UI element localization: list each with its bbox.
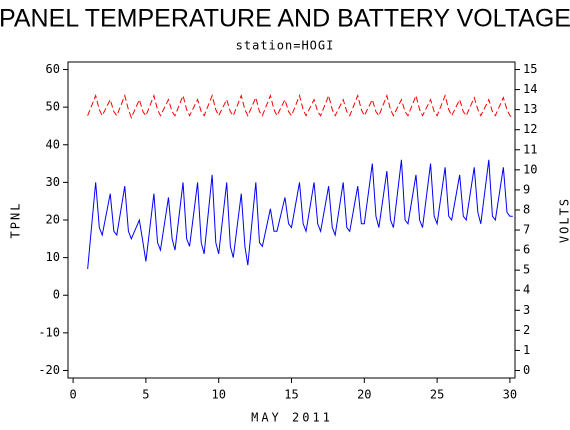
y2-tick-label: 15 <box>523 62 537 76</box>
chart-title: PANEL TEMPERATURE AND BATTERY VOLTAGE <box>0 5 570 33</box>
series-line <box>87 159 513 269</box>
series-line <box>87 94 514 120</box>
x-axis-label: MAY 2011 <box>251 411 333 425</box>
y-tick-label: 10 <box>46 250 60 264</box>
x-tick-label: 25 <box>430 388 444 402</box>
x-tick-label: 30 <box>503 388 517 402</box>
y2-tick-label: 6 <box>523 243 530 257</box>
x-tick-label: 20 <box>357 388 371 402</box>
y2-axis-label: VOLTS <box>558 197 570 243</box>
x-tick-label: 0 <box>69 388 76 402</box>
chart-subtitle: station=HOGI <box>236 39 335 53</box>
y2-tick-label: 11 <box>523 142 537 156</box>
y-tick-label: -10 <box>38 325 60 339</box>
y2-tick-label: 8 <box>523 202 530 216</box>
y2-tick-label: 2 <box>523 323 530 337</box>
y2-tick-label: 3 <box>523 303 530 317</box>
y2-tick-label: 5 <box>523 263 530 277</box>
y-tick-label: 50 <box>46 100 60 114</box>
x-tick-label: 15 <box>284 388 298 402</box>
y-tick-label: -20 <box>38 363 60 377</box>
y-axis-label: TPNL <box>9 202 23 239</box>
y-tick-label: 0 <box>53 288 60 302</box>
y2-tick-label: 10 <box>523 162 537 176</box>
y2-tick-label: 7 <box>523 223 530 237</box>
y2-tick-label: 1 <box>523 343 530 357</box>
y-tick-label: 20 <box>46 213 60 227</box>
x-tick-label: 10 <box>211 388 225 402</box>
y-tick-label: 60 <box>46 62 60 76</box>
x-tick-label: 5 <box>142 388 149 402</box>
y2-tick-label: 12 <box>523 122 537 136</box>
y2-tick-label: 14 <box>523 82 537 96</box>
y2-tick-label: 0 <box>523 363 530 377</box>
y-tick-label: 30 <box>46 175 60 189</box>
y2-tick-label: 9 <box>523 182 530 196</box>
y2-tick-label: 13 <box>523 102 537 116</box>
y2-tick-label: 4 <box>523 283 530 297</box>
y-tick-label: 40 <box>46 137 60 151</box>
